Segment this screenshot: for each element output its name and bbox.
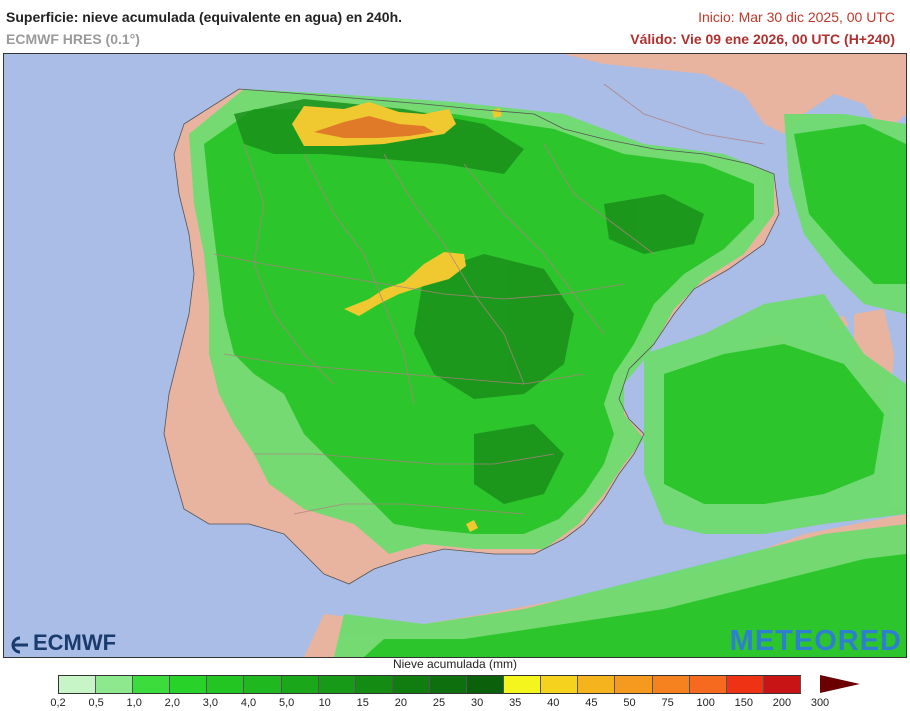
legend-tick-label: 75 xyxy=(661,697,674,709)
legend-swatch xyxy=(170,676,208,693)
legend-tick-label: 3,0 xyxy=(202,697,219,709)
france-land xyxy=(564,54,906,134)
legend-tick-label: 25 xyxy=(432,697,446,709)
legend-tick-label: 35 xyxy=(509,697,522,709)
legend-tick-label: 300 xyxy=(810,697,830,709)
legend-tick-label: 1,0 xyxy=(126,697,142,709)
legend-tick-label: 45 xyxy=(585,697,598,709)
snow-guadarrama-high xyxy=(344,252,466,316)
snow-cantabria-peak xyxy=(314,116,434,138)
legend-tick-label: 10 xyxy=(318,697,331,709)
legend-tick-label: 5,0 xyxy=(278,697,295,709)
legend-arrow xyxy=(820,675,860,693)
legend-swatch xyxy=(578,676,616,693)
legend-swatch xyxy=(133,676,171,693)
province-borders xyxy=(213,83,765,515)
legend-tick-label: 2,0 xyxy=(164,697,180,709)
model-label: ECMWF HRES (0.1°) xyxy=(6,31,140,47)
coastline xyxy=(163,88,780,585)
legend-swatch xyxy=(207,676,245,693)
valid-time: Válido: Vie 09 ene 2026, 00 UTC (H+240) xyxy=(630,31,895,47)
legend-tick-label: 100 xyxy=(696,697,715,709)
legend-tick-label: 150 xyxy=(734,697,753,709)
ecmwf-mark-icon xyxy=(9,634,31,654)
legend-tick-label: 20 xyxy=(394,697,408,709)
legend-tick-label: 200 xyxy=(772,697,792,709)
ecmwf-logo: ECMWF xyxy=(9,630,116,656)
legend-tick-label: 30 xyxy=(470,697,484,709)
legend-ticks: 0,2 0,5 1,0 2,0 3,0 4,0 5,0 10 15 20 25 30 35 40 45 50 7… xyxy=(0,697,910,711)
legend-swatch xyxy=(392,676,430,693)
legend-swatch xyxy=(96,676,134,693)
legend-color-bar xyxy=(58,675,801,694)
map-canvas xyxy=(4,54,906,657)
legend-tick-label: 0,5 xyxy=(88,697,104,709)
legend-tick-label: 40 xyxy=(547,697,560,709)
snow-map[interactable] xyxy=(3,53,907,658)
legend-swatch xyxy=(318,676,356,693)
legend-swatch xyxy=(615,676,653,693)
init-time: Inicio: Mar 30 dic 2025, 00 UTC xyxy=(698,9,895,25)
legend-swatch xyxy=(763,676,801,693)
legend-tick-label: 15 xyxy=(356,697,369,709)
legend-swatch xyxy=(726,676,764,693)
legend-swatch xyxy=(244,676,282,693)
legend-swatch xyxy=(689,676,727,693)
map-title: Superficie: nieve acumulada (equivalente… xyxy=(6,9,403,25)
legend-title: Nieve acumulada (mm) xyxy=(392,657,518,671)
meteored-logo[interactable]: METEORED xyxy=(729,625,902,657)
legend-tick-label: 4,0 xyxy=(240,697,257,709)
legend-swatch xyxy=(652,676,690,693)
legend-swatch xyxy=(541,676,579,693)
snow-sierra-nevada-high xyxy=(466,520,478,532)
legend-swatch xyxy=(355,676,393,693)
legend-swatch xyxy=(467,676,505,693)
legend-swatch xyxy=(59,676,97,693)
legend-swatch xyxy=(504,676,542,693)
legend-tick-label: 50 xyxy=(623,697,636,709)
legend-swatch xyxy=(429,676,468,693)
ecmwf-logo-text: ECMWF xyxy=(33,630,117,655)
legend-tick-label: 0,2 xyxy=(50,697,66,709)
legend-swatch xyxy=(281,676,319,693)
